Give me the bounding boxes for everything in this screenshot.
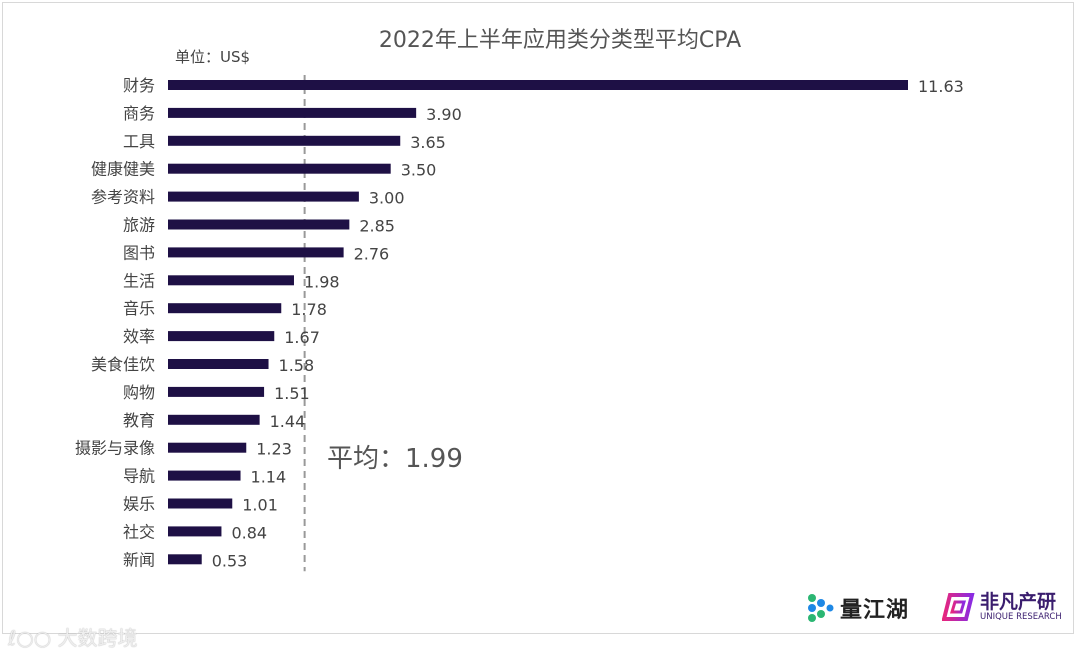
unique-research-logo: 非凡产研 UNIQUE RESEARCH [942,592,1062,622]
bar [168,498,233,509]
value-label: 3.65 [410,133,446,152]
category-label: 教育 [123,411,155,430]
value-label: 0.53 [212,551,248,570]
category-label: 摄影与录像 [75,439,155,458]
value-label: 3.00 [369,189,405,208]
bar [168,219,350,230]
bar [168,359,269,369]
unique-research-icon [942,593,975,621]
category-label: 导航 [123,467,155,486]
chart-title: 2022年上半年应用类分类型平均CPA [378,28,742,53]
category-label: 音乐 [123,299,155,318]
category-label: 财务 [123,76,155,95]
bar [168,275,294,286]
bar [168,331,275,342]
value-label: 1.23 [256,440,292,459]
bar [168,303,282,314]
bar [168,107,417,118]
value-label: 1.51 [274,384,310,403]
category-label: 参考资料 [91,188,155,207]
molecule-icon [808,594,834,622]
bar [168,80,908,90]
category-label: 效率 [123,327,155,346]
value-label: 0.84 [231,523,267,542]
liangjianghu-logo: 量江湖 [806,592,909,624]
value-label: 2.85 [359,217,395,236]
category-label: 生活 [123,271,155,290]
category-label: 图书 [123,243,155,262]
bar [168,554,202,565]
bar [168,135,401,146]
bar [168,386,265,397]
average-label: 平均：1.99 [327,444,463,474]
watermark: ℓ○○ 大数跨境 [8,626,138,650]
bar [168,526,222,537]
value-label: 1.78 [291,300,327,319]
bar [168,414,260,425]
logo-subtext-right: UNIQUE RESEARCH [980,612,1062,622]
category-label: 购物 [123,383,155,402]
bar [168,442,247,453]
bar [168,470,241,481]
category-label: 娱乐 [123,495,155,514]
bar [168,191,359,202]
chart-frame [2,2,1074,634]
category-label: 美食佳饮 [91,355,155,374]
value-label: 11.63 [918,77,964,96]
watermark-text: 大数跨境 [57,626,138,650]
unit-label: 单位：US$ [175,48,251,66]
value-label: 1.14 [251,468,287,487]
value-label: 1.58 [279,356,315,375]
category-label: 商务 [123,104,155,123]
category-label: 新闻 [123,550,155,569]
logo-text-right: 非凡产研 [980,591,1057,613]
category-label: 旅游 [123,216,155,235]
bar [168,247,344,258]
value-label: 2.76 [354,244,390,263]
value-label: 1.67 [284,328,320,347]
category-label: 社交 [123,522,155,541]
value-label: 3.90 [426,105,462,124]
value-label: 1.01 [242,496,278,515]
value-label: 1.98 [304,272,340,291]
logo-text-left: 量江湖 [840,598,910,623]
bar [168,163,391,174]
value-label: 1.44 [270,412,306,431]
category-label: 健康健美 [91,160,155,179]
value-label: 3.50 [401,161,437,180]
category-label: 工具 [123,132,155,151]
